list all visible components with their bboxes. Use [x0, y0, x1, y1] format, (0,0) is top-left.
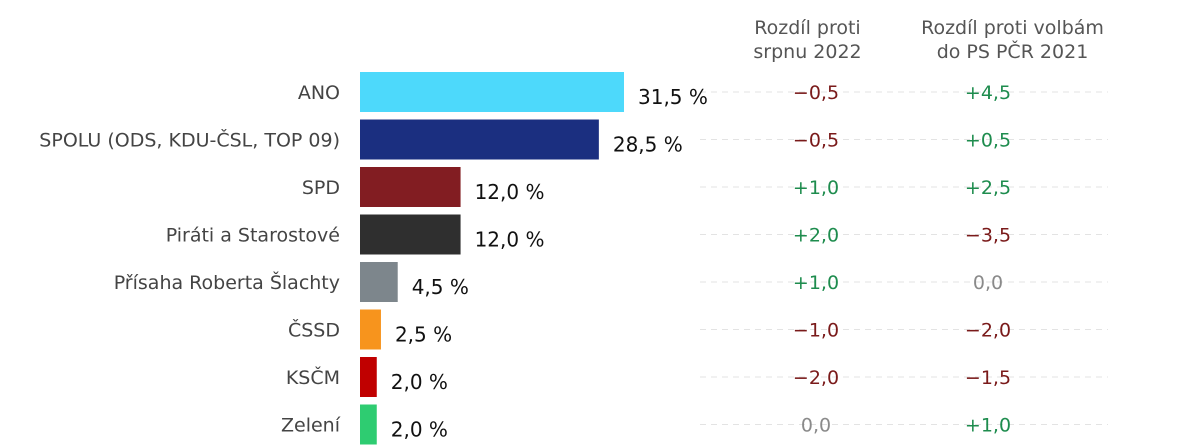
diff-august-value: +2,0	[793, 225, 839, 247]
diff-2021-value: −3,5	[965, 225, 1011, 247]
diff-august-value: +1,0	[793, 177, 839, 199]
bar	[360, 214, 461, 255]
diff-august-value: −0,5	[793, 82, 839, 104]
diff-august-header-line1: Rozdíl proti	[754, 17, 861, 39]
category-label: Zelení	[281, 415, 341, 437]
bar	[360, 72, 624, 112]
diff-august-header: Rozdíl proti srpnu 2022	[735, 16, 880, 64]
diff-2021-value: 0,0	[973, 272, 1003, 294]
bar	[360, 309, 381, 350]
bar	[360, 167, 461, 207]
value-label: 2,0 %	[391, 418, 448, 442]
bar	[360, 404, 377, 445]
diff-august-header-line2: srpnu 2022	[753, 41, 862, 63]
diff-2021-header-line2: do PS PČR 2021	[936, 41, 1089, 63]
diff-august-value: +1,0	[793, 272, 839, 294]
value-label: 2,0 %	[391, 370, 448, 394]
diff-august-value: −2,0	[793, 367, 839, 389]
value-label: 4,5 %	[412, 275, 469, 299]
value-label: 31,5 %	[638, 85, 708, 109]
bar	[360, 119, 599, 160]
category-label: SPOLU (ODS, KDU-ČSL, TOP 09)	[39, 128, 340, 152]
category-label: ČSSD	[288, 318, 340, 342]
value-label: 12,0 %	[475, 228, 545, 252]
value-label: 2,5 %	[395, 323, 452, 347]
diff-2021-header-line1: Rozdíl proti volbám	[921, 17, 1104, 39]
diff-august-value: −1,0	[793, 320, 839, 342]
diff-2021-value: −2,0	[965, 320, 1011, 342]
bar	[360, 357, 377, 397]
diff-2021-value: +2,5	[965, 177, 1011, 199]
diff-2021-value: −1,5	[965, 367, 1011, 389]
category-label: Piráti a Starostové	[166, 225, 340, 247]
diff-2021-header: Rozdíl proti volbám do PS PČR 2021	[905, 16, 1120, 64]
diff-2021-value: +1,0	[965, 415, 1011, 437]
bar	[360, 262, 398, 302]
diff-august-value: −0,5	[793, 130, 839, 152]
category-label: Přísaha Roberta Šlachty	[114, 270, 340, 294]
category-label: KSČM	[286, 365, 340, 389]
diff-2021-value: +4,5	[965, 82, 1011, 104]
value-label: 12,0 %	[475, 180, 545, 204]
diff-2021-value: +0,5	[965, 130, 1011, 152]
category-label: ANO	[298, 82, 340, 104]
category-label: SPD	[302, 177, 340, 199]
value-label: 28,5 %	[613, 133, 683, 157]
diff-august-value: 0,0	[801, 415, 831, 437]
